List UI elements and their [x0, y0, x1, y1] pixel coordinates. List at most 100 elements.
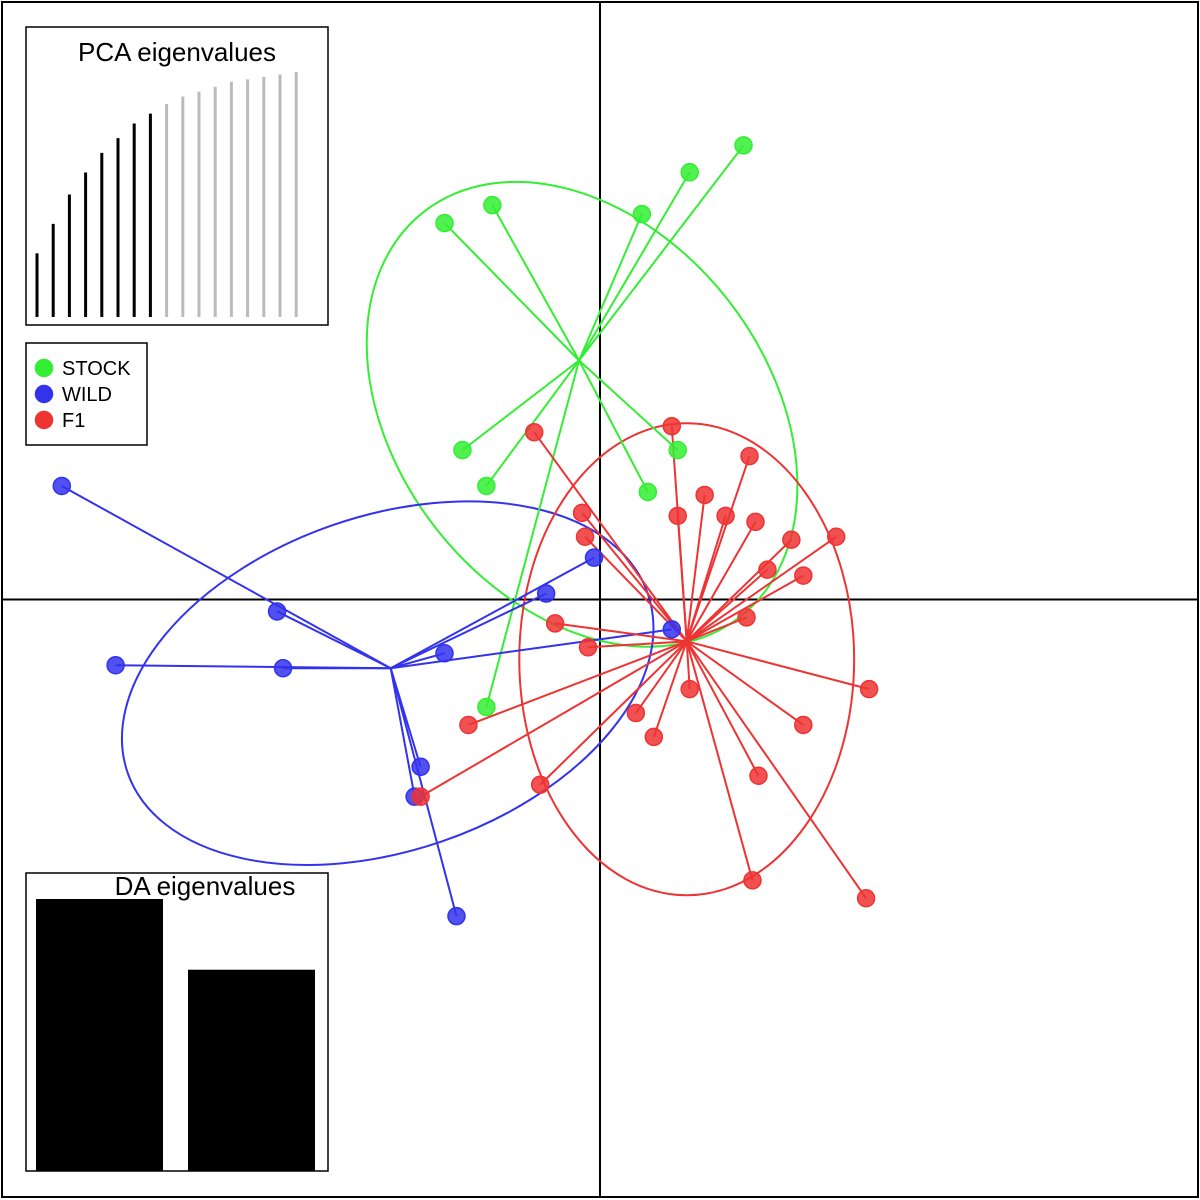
- spoke-wild: [276, 610, 392, 670]
- spoke-f1: [685, 521, 757, 642]
- point-f1: [746, 512, 765, 532]
- spoke-wild: [61, 485, 392, 670]
- spoke-f1: [635, 640, 688, 714]
- point-f1: [524, 422, 544, 442]
- point-wild: [447, 906, 466, 926]
- spoke-f1: [686, 539, 793, 643]
- point-stock: [435, 213, 454, 233]
- da-eigenvalues-inset: DA eigenvalues: [25, 871, 329, 1172]
- spoke-stock: [578, 359, 679, 451]
- point-f1: [743, 871, 762, 890]
- point-stock: [477, 476, 496, 496]
- point-f1: [749, 766, 768, 786]
- spoke-f1: [685, 641, 754, 881]
- point-f1: [737, 608, 756, 627]
- pca-inset-frame: [25, 26, 329, 326]
- point-wild: [411, 757, 430, 777]
- point-wild: [267, 602, 287, 621]
- legend-label-f1: F1: [62, 410, 85, 432]
- da-eigenvalue-bar: [188, 969, 315, 1171]
- point-stock: [680, 163, 699, 182]
- point-f1: [411, 787, 430, 806]
- spoke-f1: [685, 494, 706, 642]
- point-f1: [794, 566, 813, 585]
- point-f1: [680, 679, 699, 699]
- point-f1: [695, 485, 714, 505]
- da-eigenvalue-bar: [36, 899, 163, 1171]
- spoke-f1: [587, 640, 687, 649]
- spoke-f1: [686, 535, 837, 643]
- point-f1: [859, 679, 879, 699]
- point-f1: [662, 416, 682, 436]
- ellipse-wild: [120, 500, 655, 866]
- spoke-stock: [578, 144, 745, 362]
- point-f1: [826, 527, 846, 547]
- point-stock: [638, 482, 658, 502]
- spoke-f1: [581, 512, 688, 642]
- spoke-f1: [685, 515, 727, 642]
- spoke-f1: [555, 622, 687, 643]
- ellipse-stock: [365, 180, 799, 648]
- spoke-f1: [420, 640, 688, 798]
- point-f1: [575, 527, 595, 547]
- point-wild: [273, 658, 293, 678]
- spoke-wild: [389, 668, 416, 797]
- point-stock: [668, 440, 687, 460]
- spoke-stock: [443, 222, 580, 362]
- pca-eigenvalues-inset: PCA eigenvalues: [25, 26, 329, 326]
- spoke-f1: [686, 640, 870, 691]
- point-stock: [477, 697, 496, 717]
- da-eigenvalue-bars: [36, 899, 315, 1171]
- point-wild: [435, 644, 454, 663]
- pca-inset-title: PCA eigenvalues: [78, 37, 276, 67]
- point-wild: [584, 548, 604, 567]
- ellipse-f1: [518, 422, 856, 897]
- spoke-wild: [390, 652, 445, 670]
- point-stock: [483, 195, 502, 215]
- point-f1: [644, 727, 664, 747]
- point-f1: [530, 775, 550, 794]
- spoke-wild: [390, 628, 672, 670]
- point-f1: [545, 614, 565, 633]
- spoke-f1: [685, 640, 760, 777]
- spoke-f1: [533, 431, 688, 642]
- spoke-f1: [539, 640, 688, 786]
- point-f1: [578, 638, 598, 657]
- point-f1: [782, 530, 801, 549]
- da-inset-title: DA eigenvalues: [115, 871, 296, 901]
- point-f1: [856, 889, 876, 908]
- point-stock: [453, 440, 472, 460]
- pca-eigenvalue-bars: [35, 72, 298, 317]
- point-wild: [662, 620, 682, 639]
- point-stock: [734, 136, 753, 155]
- legend-label-stock: STOCK: [62, 358, 131, 380]
- point-f1: [626, 703, 646, 723]
- spoke-f1: [686, 568, 769, 643]
- point-f1: [459, 715, 478, 735]
- point-f1: [668, 506, 687, 526]
- spoke-wild: [390, 556, 595, 670]
- spoke-stock: [578, 213, 643, 361]
- point-f1: [716, 506, 735, 526]
- spoke-stock: [461, 359, 580, 451]
- legend-label-wild: WILD: [62, 384, 112, 406]
- legend-marker-stock: [34, 358, 54, 378]
- spoke-stock: [491, 204, 580, 361]
- point-f1: [740, 446, 759, 466]
- legend: STOCK WILD F1: [25, 342, 148, 446]
- point-f1: [572, 503, 592, 523]
- point-wild: [52, 476, 72, 496]
- data-points: [52, 136, 879, 926]
- spoke-f1: [468, 640, 688, 726]
- spoke-f1: [676, 515, 688, 642]
- spoke-stock: [578, 171, 691, 362]
- point-wild: [536, 584, 556, 603]
- point-stock: [632, 204, 652, 224]
- spoke-stock: [578, 360, 649, 493]
- point-f1: [794, 715, 813, 735]
- spoke-f1: [685, 640, 867, 899]
- spoke-stock: [485, 360, 581, 708]
- legend-marker-wild: [34, 384, 54, 404]
- spoke-f1: [652, 640, 688, 738]
